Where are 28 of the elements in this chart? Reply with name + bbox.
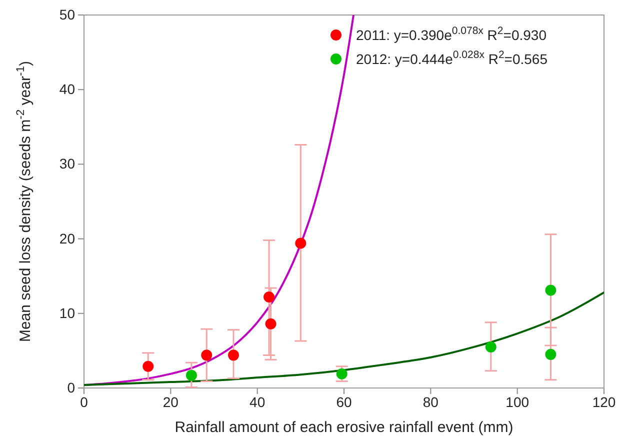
x-tick-label: 80 bbox=[422, 394, 439, 410]
x-tick-label: 20 bbox=[162, 394, 179, 410]
point bbox=[265, 318, 276, 330]
point bbox=[142, 360, 154, 372]
x-tick-label: 100 bbox=[506, 394, 530, 410]
x-tick-label: 60 bbox=[336, 394, 352, 410]
y-tick-label: 10 bbox=[59, 304, 76, 321]
legend-label: 2012: y=0.444e$^{0.028x}$ R$^{2}$=0.565 bbox=[356, 49, 548, 67]
point bbox=[485, 341, 496, 352]
point bbox=[264, 292, 275, 302]
y-tick-label: 20 bbox=[59, 230, 76, 246]
point bbox=[336, 368, 348, 380]
point bbox=[201, 350, 212, 361]
point bbox=[295, 238, 306, 249]
y-tick-label: 50 bbox=[59, 6, 76, 22]
x-tick-label: 40 bbox=[250, 394, 266, 410]
y-tick-label: 0 bbox=[67, 379, 76, 396]
x-tick-label: 0 bbox=[80, 394, 88, 410]
x-axis-title: Rainfall amount of each erosive rainfall event (mm) bbox=[174, 419, 514, 436]
line-series bbox=[84, 292, 604, 386]
y-tick-label: 30 bbox=[59, 156, 76, 172]
point bbox=[545, 348, 556, 360]
point bbox=[228, 350, 239, 361]
point bbox=[545, 284, 556, 296]
y-tick-label: 40 bbox=[59, 81, 76, 98]
x-tick-label: 120 bbox=[592, 394, 616, 410]
point bbox=[186, 370, 197, 381]
legend-label: 2011: y=0.390e$^{0.078x}$ R$^{2}$=0.930 bbox=[356, 25, 547, 43]
